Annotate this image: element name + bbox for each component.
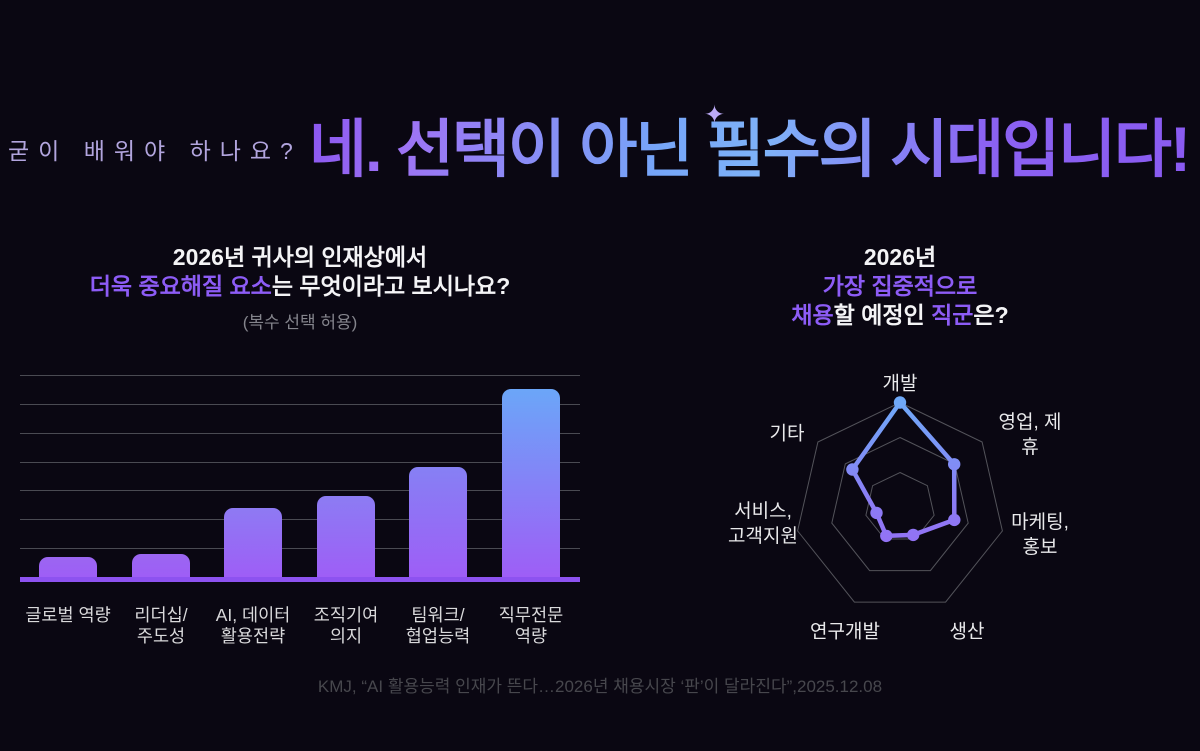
bar-chart-title-rest: 는 무엇이라고 보시나요? <box>271 273 511 299</box>
radar-data-point-3 <box>907 528 920 542</box>
bar-1 <box>132 554 190 577</box>
source-citation: KMJ, “AI 활용능력 인재가 뜬다…2026년 채용시장 ‘판’이 달라진… <box>317 677 883 696</box>
radar-data-point-1 <box>948 458 961 471</box>
bar-chart-gridline <box>20 490 580 491</box>
page-title: 네. 선택이 아닌 필수의 시대입니다! <box>298 99 1200 190</box>
radar-grid-ring <box>865 471 935 540</box>
bar-chart-title: 2026년 귀사의 인재상에서 더욱 중요해질 요소는 무엇이라고 보시나요? … <box>0 243 600 333</box>
bar-chart-baseline <box>20 577 580 582</box>
bar-chart: 글로벌 역량 리더십/ 주도성 AI, 데이터 활용전략 조직기여 의지 팀워크/ 협업… <box>20 375 580 646</box>
bar-chart-gridline <box>20 519 580 520</box>
radar-grid-ring <box>831 436 969 572</box>
bar-chart-subtitle: (복수 선택 허용) <box>242 313 358 332</box>
radar-data-polygon <box>850 400 957 539</box>
radar-axis-label-2: 마케팅, 홍보 <box>1011 512 1069 558</box>
bar-label-0: 글로벌 역량 <box>25 605 111 625</box>
page-title-text: 네. 선택이 아닌 필수의 시대입니다! <box>309 99 1191 190</box>
radar-data-point-2 <box>948 513 961 527</box>
bar-2 <box>224 508 282 577</box>
radar-svg <box>797 396 1003 603</box>
radar-chart-title-line1: 2026년 <box>863 244 937 270</box>
bar-chart-gridline <box>20 433 580 434</box>
bar-chart-gridline <box>20 375 580 376</box>
sparkle-icon: ✦ <box>704 101 725 129</box>
radar-chart-title-line3: 채용할 예정인 직군은? <box>791 302 1009 328</box>
bar-0 <box>39 557 97 577</box>
bar-3 <box>317 496 375 577</box>
radar-axis-label-5: 서비스, 고객지원 <box>728 501 798 547</box>
radar-axis-label-0: 개발 <box>882 373 918 395</box>
radar-data-point-0 <box>893 396 907 409</box>
radar-grid-ring <box>797 401 1003 603</box>
bar-label-5: 직무전문 역량 <box>498 605 564 646</box>
bar-chart-gridline <box>20 548 580 549</box>
radar-chart-title-line2: 가장 집중적으로 <box>822 273 978 299</box>
bar-chart-title-line2: 더욱 중요해질 요소는 무엇이라고 보시나요? <box>0 272 600 301</box>
bar-chart-gridline <box>20 462 580 463</box>
radar-data-point-5 <box>870 506 883 520</box>
bar-chart-title-line1: 2026년 귀사의 인재상에서 <box>172 244 428 270</box>
radar-axis-label-3: 생산 <box>949 621 985 643</box>
bar-label-1: 리더십/ 주도성 <box>134 605 188 646</box>
bar-4 <box>409 467 467 577</box>
radar-axis-label-6: 기타 <box>769 423 805 445</box>
bar-label-3: 조직기여 의지 <box>313 605 379 646</box>
bar-chart-gridline <box>20 404 580 405</box>
radar-data-point-4 <box>880 529 893 543</box>
bar-chart-title-highlight: 더욱 중요해질 요소 <box>89 273 272 299</box>
kicker-text: 굳이 배워야 하나요? <box>8 138 302 164</box>
radar-data-point-6 <box>846 463 859 476</box>
bar-label-2: AI, 데이터 활용전략 <box>215 605 291 646</box>
radar-axis-label-4: 연구개발 <box>810 621 880 643</box>
bar-5 <box>502 389 560 577</box>
bar-label-4: 팀워크/ 협업능력 <box>405 605 471 646</box>
radar-axis-label-1: 영업, 제휴 <box>998 412 1062 458</box>
radar-chart-title: 2026년 가장 집중적으로 채용할 예정인 직군은? <box>700 243 1100 330</box>
